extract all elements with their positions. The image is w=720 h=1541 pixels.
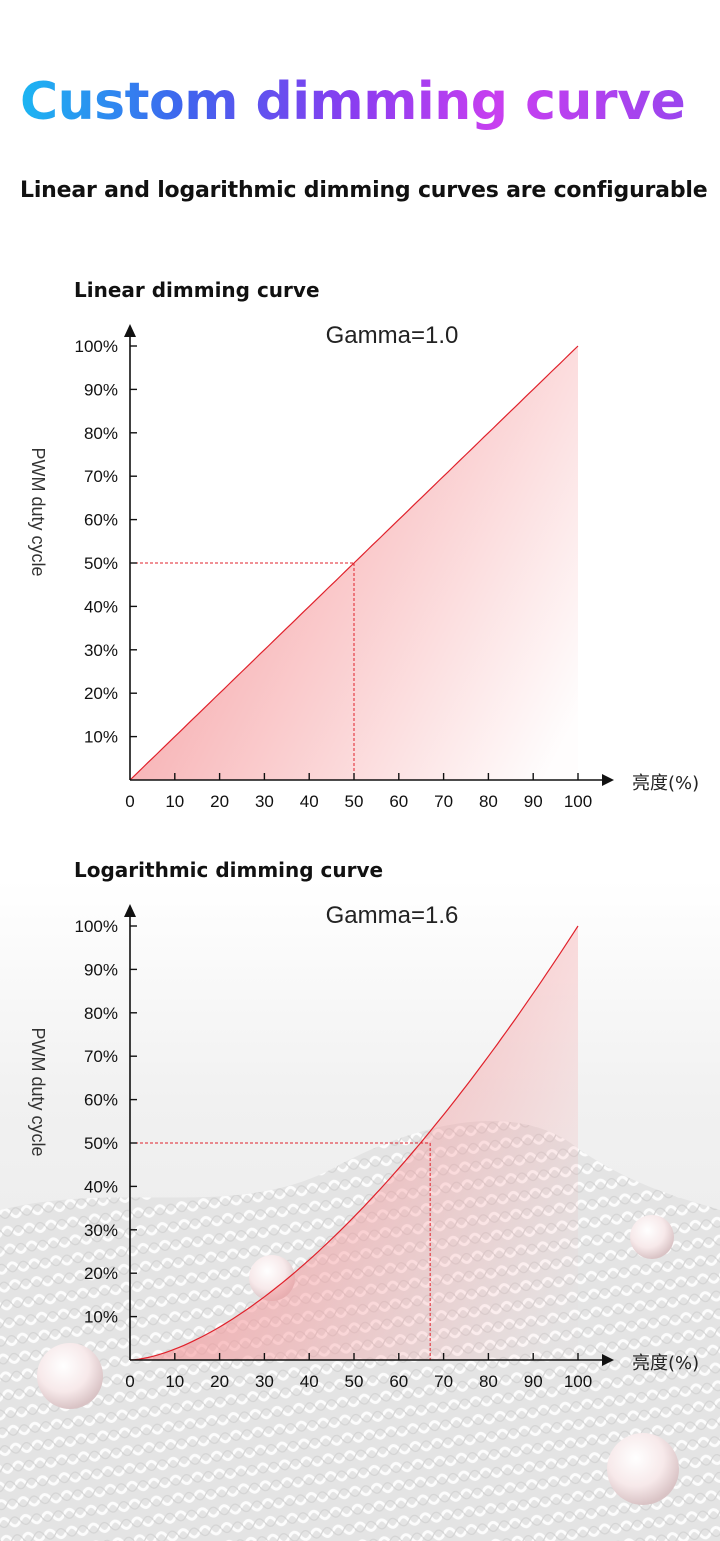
page-subtitle: Linear and logarithmic dimming curves ar… [20, 178, 708, 203]
x-tick-label: 70 [434, 792, 453, 811]
x-axis-label: 亮度(%) [632, 773, 699, 794]
linear-chart-title: Linear dimming curve [74, 278, 320, 302]
x-tick-label: 10 [165, 792, 184, 811]
y-axis-arrow-icon [124, 904, 136, 917]
y-tick-label: 60% [84, 1091, 118, 1110]
curve-area-fill [130, 926, 578, 1360]
y-tick-label: 20% [84, 1264, 118, 1283]
y-tick-label: 10% [84, 1308, 118, 1327]
gamma-annotation: Gamma=1.6 [326, 902, 459, 929]
x-tick-label: 90 [524, 1372, 543, 1391]
y-tick-label: 90% [84, 960, 118, 979]
log-dimming-chart: 0 10 20 30 40 50 60 70 80 90 100 10% 20% 30% 40% 50% 60%… [28, 902, 699, 1391]
y-tick-label: 90% [84, 380, 118, 399]
x-tick-label: 40 [300, 792, 319, 811]
x-tick-label: 70 [434, 1372, 453, 1391]
y-tick-label: 80% [84, 1004, 118, 1023]
y-tick-label: 10% [84, 728, 118, 747]
y-tick-label: 50% [84, 1134, 118, 1153]
y-tick-label: 100% [75, 917, 118, 936]
x-tick-label: 0 [125, 1372, 134, 1391]
x-tick-label: 30 [255, 792, 274, 811]
x-tick-label: 0 [125, 792, 134, 811]
y-axis-label: PWM duty cycle [28, 1027, 48, 1156]
x-tick-label: 20 [210, 1372, 229, 1391]
y-axis-arrow-icon [124, 324, 136, 337]
y-tick-label: 40% [84, 1177, 118, 1196]
y-tick-label: 30% [84, 1221, 118, 1240]
linear-dimming-chart: 0 10 20 30 40 50 60 70 80 90 100 10% 20% 30% 40% 50% 60%… [28, 322, 699, 811]
x-tick-label: 10 [165, 1372, 184, 1391]
x-tick-label: 80 [479, 792, 498, 811]
x-tick-label: 60 [389, 792, 408, 811]
page-title: Custom dimming curve [20, 72, 686, 132]
log-chart-title: Logarithmic dimming curve [74, 858, 384, 882]
x-axis-label: 亮度(%) [632, 1353, 699, 1374]
x-tick-label: 90 [524, 792, 543, 811]
y-tick-label: 80% [84, 424, 118, 443]
x-axis-arrow-icon [602, 774, 614, 786]
sphere-decoration-3 [630, 1215, 674, 1259]
curve-line [129, 925, 579, 1361]
y-tick-label: 70% [84, 467, 118, 486]
y-tick-label: 70% [84, 1047, 118, 1066]
x-tick-label: 20 [210, 792, 229, 811]
x-tick-label: 60 [389, 1372, 408, 1391]
x-tick-label: 50 [345, 1372, 364, 1391]
x-tick-label: 80 [479, 1372, 498, 1391]
y-tick-label: 20% [84, 684, 118, 703]
y-tick-label: 50% [84, 554, 118, 573]
x-tick-label: 40 [300, 1372, 319, 1391]
y-tick-label: 60% [84, 511, 118, 530]
y-tick-label: 40% [84, 597, 118, 616]
y-axis-label: PWM duty cycle [28, 447, 48, 576]
sphere-decoration-4 [607, 1433, 679, 1505]
x-tick-label: 100 [564, 792, 592, 811]
sphere-decoration-1 [37, 1343, 103, 1409]
gamma-annotation: Gamma=1.0 [326, 322, 459, 349]
x-axis-arrow-icon [602, 1354, 614, 1366]
x-tick-label: 30 [255, 1372, 274, 1391]
x-tick-label: 100 [564, 1372, 592, 1391]
y-tick-label: 100% [75, 337, 118, 356]
x-tick-label: 50 [345, 792, 364, 811]
y-tick-label: 30% [84, 641, 118, 660]
